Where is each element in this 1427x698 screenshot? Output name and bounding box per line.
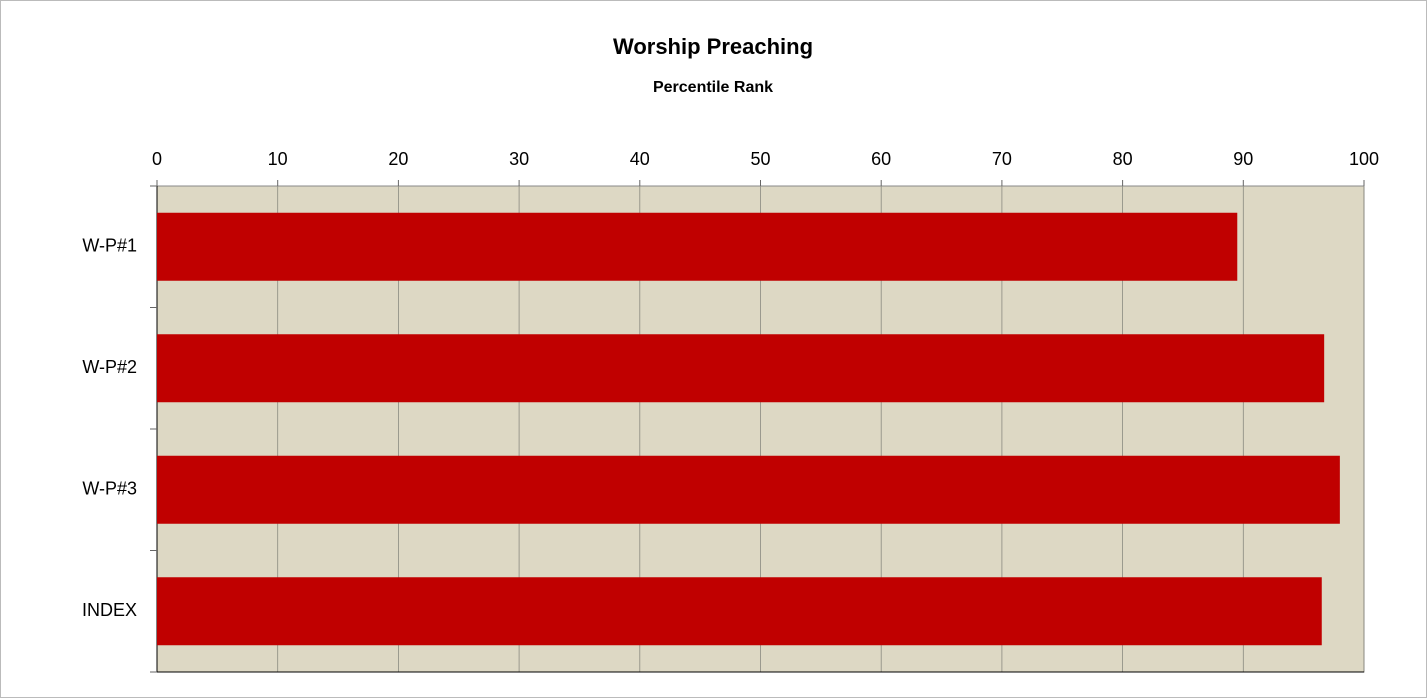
chart-subtitle: Percentile Rank: [653, 79, 773, 96]
bar: [157, 455, 1340, 524]
x-tick-label: 100: [1349, 149, 1379, 169]
x-tick-label: 20: [388, 149, 408, 169]
bar: [157, 577, 1322, 646]
bar: [157, 334, 1325, 403]
x-tick-label: 70: [992, 149, 1012, 169]
bar: [157, 212, 1238, 281]
x-tick-label: 10: [268, 149, 288, 169]
x-tick-label: 0: [152, 149, 162, 169]
x-tick-label: 50: [750, 149, 770, 169]
y-tick-label: INDEX: [82, 600, 137, 620]
x-tick-label: 80: [1113, 149, 1133, 169]
y-tick-label: W-P#1: [82, 236, 137, 256]
x-tick-label: 90: [1233, 149, 1253, 169]
x-tick-label: 40: [630, 149, 650, 169]
y-tick-label: W-P#2: [82, 357, 137, 377]
x-tick-label: 30: [509, 149, 529, 169]
y-tick-label: W-P#3: [82, 479, 137, 499]
chart-title: Worship Preaching: [613, 34, 813, 59]
x-tick-label: 60: [871, 149, 891, 169]
